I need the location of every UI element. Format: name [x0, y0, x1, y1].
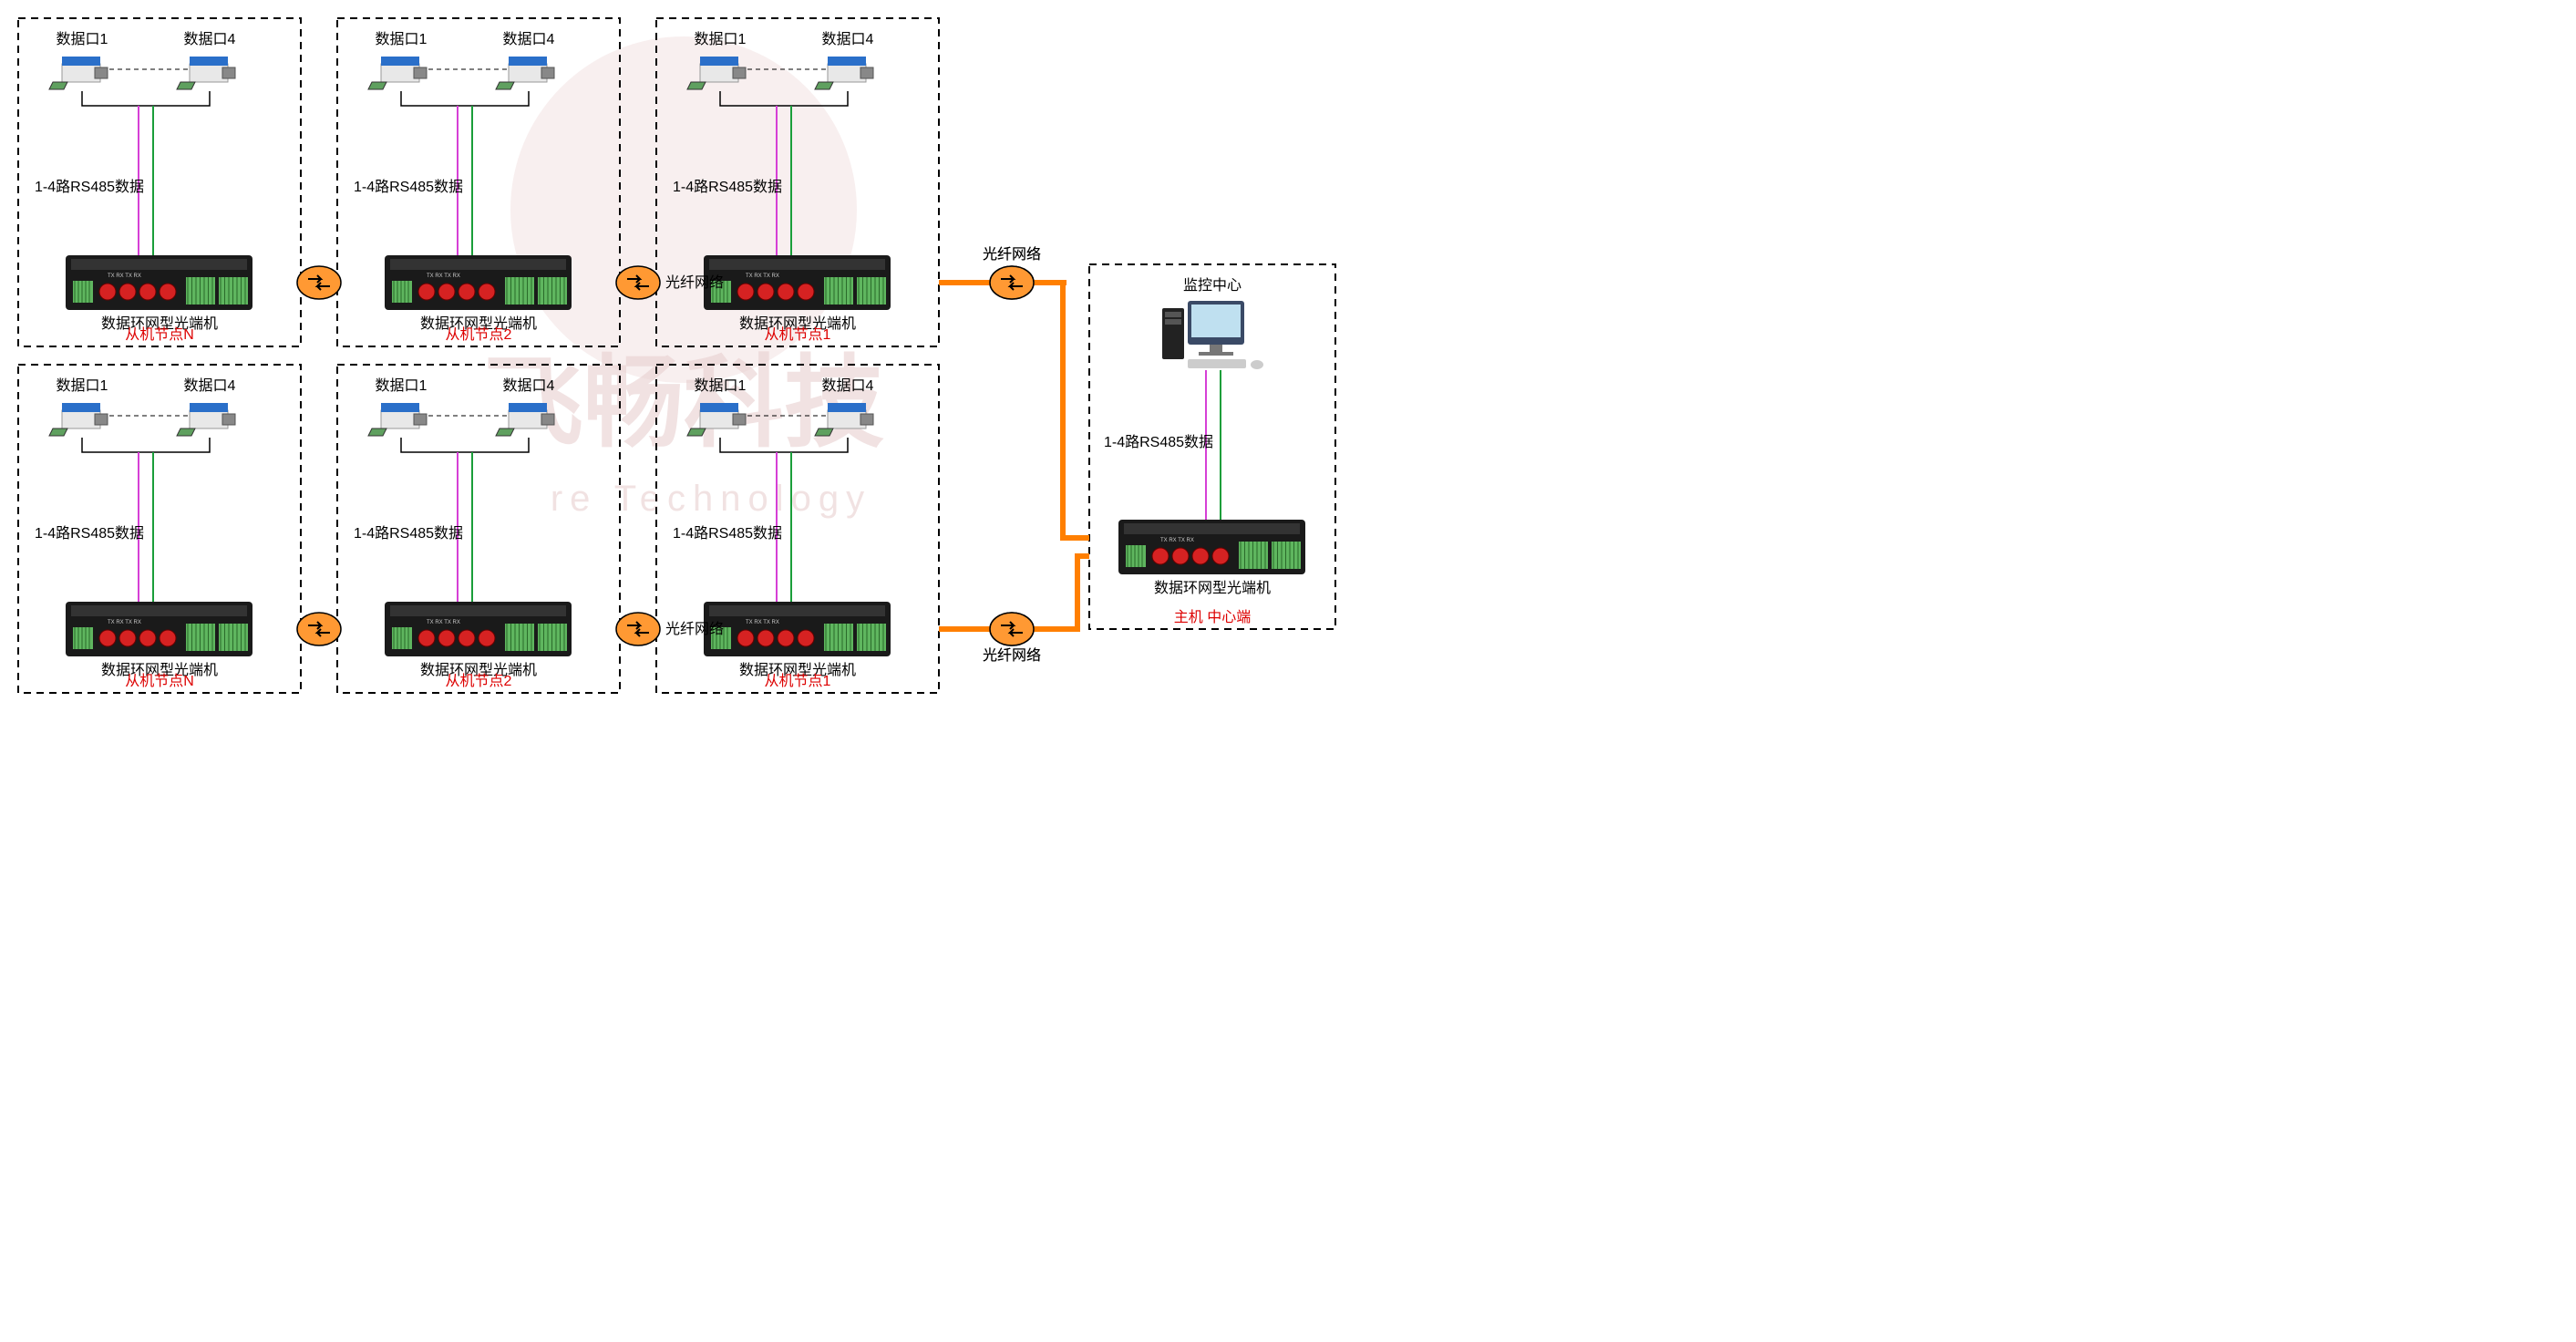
- port4-label: 数据口4: [822, 31, 874, 47]
- svg-text:TX RX TX RX: TX RX TX RX: [108, 620, 141, 625]
- port1-label: 数据口1: [376, 31, 428, 47]
- rs485-label: 1-4路RS485数据: [35, 525, 144, 542]
- slave-label: 从机节点2: [446, 326, 512, 343]
- slave-label: 从机节点2: [446, 673, 512, 689]
- fiber-label: 光纤网络: [665, 620, 724, 637]
- svg-text:TX RX TX RX: TX RX TX RX: [746, 274, 779, 279]
- port1-label: 数据口1: [376, 377, 428, 394]
- serial-connector-icon: [49, 403, 108, 436]
- port1-label: 数据口1: [695, 31, 747, 47]
- fiber-symbol: 光纤网络: [983, 613, 1041, 664]
- optical-device-icon: TX RX TX RX: [385, 602, 572, 656]
- slave-label: 从机节点1: [765, 673, 831, 689]
- port1-label: 数据口1: [57, 31, 108, 47]
- pc-icon: [1162, 301, 1263, 369]
- fiber-label: 光纤网络: [983, 646, 1041, 664]
- serial-connector-icon: [49, 57, 108, 89]
- serial-connector-icon: [177, 403, 235, 436]
- rs485-label: 1-4路RS485数据: [354, 525, 463, 542]
- slave-label: 从机节点1: [765, 326, 831, 343]
- rs485-label: 1-4路RS485数据: [35, 179, 144, 195]
- master-node: 监控中心 1-4路RS485数据 TX RX TX RX 数据环网型光端机主机 中心端: [1089, 264, 1335, 629]
- fiber-label: 光纤网络: [665, 274, 724, 291]
- port1-label: 数据口1: [695, 377, 747, 394]
- fiber-symbol: 光纤网络: [983, 245, 1041, 299]
- slave-node: 数据口1数据口41-4路RS485数据TX RX TX RX数据环网型光端机从机…: [18, 365, 301, 693]
- optical-device-icon: TX RX TX RX: [704, 255, 891, 310]
- monitor-center-label: 监控中心: [1183, 277, 1242, 294]
- optical-device-icon: TX RX TX RX: [66, 602, 252, 656]
- optical-device-icon: TX RX TX RX: [385, 255, 572, 310]
- svg-text:re Technology: re Technology: [551, 479, 871, 519]
- fiber-symbol: [297, 266, 341, 299]
- serial-connector-icon: [368, 403, 427, 436]
- optical-device-icon: TX RX TX RX: [66, 255, 252, 310]
- optical-device-icon: TX RX TX RX: [1118, 520, 1305, 574]
- serial-connector-icon: [815, 57, 873, 89]
- svg-text:TX RX TX RX: TX RX TX RX: [746, 620, 779, 625]
- rs485-label: 1-4路RS485数据: [354, 179, 463, 195]
- serial-connector-icon: [177, 57, 235, 89]
- fiber-label: 光纤网络: [983, 245, 1041, 263]
- port1-label: 数据口1: [57, 377, 108, 394]
- svg-text:TX RX TX RX: TX RX TX RX: [1160, 538, 1194, 543]
- slave-node: 数据口1数据口41-4路RS485数据TX RX TX RX数据环网型光端机从机…: [18, 18, 301, 346]
- device-label: 数据环网型光端机: [1154, 580, 1271, 596]
- serial-connector-icon: [496, 57, 554, 89]
- port4-label: 数据口4: [184, 31, 236, 47]
- serial-connector-icon: [368, 57, 427, 89]
- rs485-label: 1-4路RS485数据: [673, 179, 782, 195]
- port4-label: 数据口4: [184, 377, 236, 394]
- port4-label: 数据口4: [503, 31, 555, 47]
- port4-label: 数据口4: [503, 377, 555, 394]
- fiber-symbol: [297, 613, 341, 645]
- master-label: 主机 中心端: [1174, 609, 1251, 625]
- port4-label: 数据口4: [822, 377, 874, 394]
- rs485-label: 1-4路RS485数据: [673, 525, 782, 542]
- slave-label: 从机节点N: [125, 326, 194, 343]
- rs485-label: 1-4路RS485数据: [1104, 434, 1213, 450]
- svg-text:TX RX TX RX: TX RX TX RX: [427, 274, 460, 279]
- svg-text:TX RX TX RX: TX RX TX RX: [108, 274, 141, 279]
- fiber-trunk-top: [939, 283, 1089, 538]
- optical-device-icon: TX RX TX RX: [704, 602, 891, 656]
- svg-text:TX RX TX RX: TX RX TX RX: [427, 620, 460, 625]
- slave-label: 从机节点N: [125, 673, 194, 689]
